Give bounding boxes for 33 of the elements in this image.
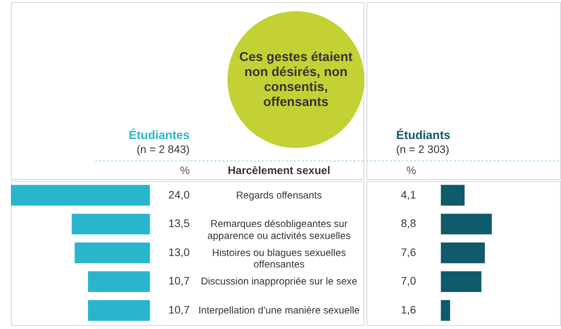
data-label: 7,6 <box>400 246 416 259</box>
data-label: 7,0 <box>400 276 416 288</box>
text: Étudiantes <box>128 128 190 142</box>
y-tick-label: Interpellation d’une manière sexuelle <box>198 305 360 316</box>
text: Harcèlement sexuel <box>228 164 330 177</box>
data-label: 10,7 <box>168 276 190 288</box>
data-label: 24,0 <box>168 189 190 202</box>
data-label: 1,6 <box>400 304 416 316</box>
bar <box>440 271 482 292</box>
bar <box>440 242 485 264</box>
y-tick-label: Histoires ou blagues sexuelles offensantes <box>212 248 346 271</box>
data-label: 8,8 <box>400 218 416 230</box>
data-label: 4,1 <box>400 189 416 202</box>
text: (n = 2 303) <box>396 144 450 156</box>
bar <box>440 184 465 206</box>
bar <box>88 300 150 321</box>
data-label: 10,7 <box>168 304 190 316</box>
y-tick-label: Remarques désobligeantes sur apparence ou activités sexuelles <box>207 219 351 242</box>
bar <box>10 184 150 206</box>
data-label: 13,0 <box>168 246 190 259</box>
text: Ces gestes étaient non désirés, non consentis, offensants <box>239 49 354 109</box>
bar <box>440 300 450 321</box>
text: (n = 2 843) <box>136 144 190 156</box>
data-label: 13,5 <box>168 218 190 230</box>
bar <box>72 214 150 234</box>
text: % <box>180 164 190 177</box>
y-tick-label: Regards offensants <box>236 190 322 202</box>
bar <box>440 214 492 234</box>
y-tick-label: Discussion inappropriée sur le sexe <box>200 276 358 288</box>
bar <box>74 242 150 264</box>
text: Étudiants <box>396 128 451 142</box>
bar <box>88 271 150 292</box>
text: % <box>406 164 416 177</box>
